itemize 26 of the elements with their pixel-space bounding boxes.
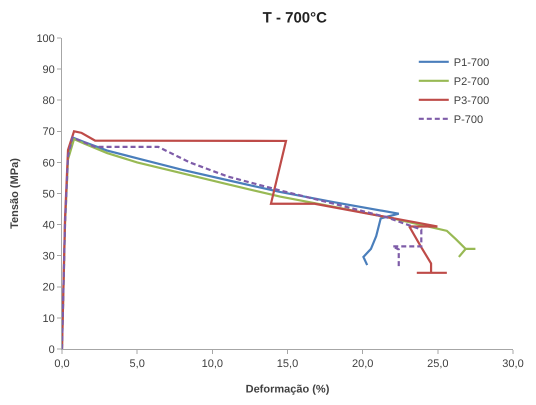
x-tick-label: 30,0 bbox=[502, 358, 524, 370]
legend-label: P1-700 bbox=[454, 57, 490, 70]
y-tick-label: 30 bbox=[42, 250, 55, 263]
x-axis-title: Deformação (%) bbox=[246, 383, 330, 396]
chart-title: T - 700°C bbox=[262, 10, 328, 27]
y-tick-label: 60 bbox=[42, 157, 55, 170]
x-tick-label: 15,0 bbox=[276, 358, 298, 370]
y-tick-label: 100 bbox=[36, 32, 55, 45]
line-series bbox=[66, 136, 400, 266]
legend-label: P2-700 bbox=[454, 76, 490, 88]
y-tick-label: 40 bbox=[42, 219, 55, 232]
y-tick-label: 80 bbox=[42, 95, 55, 108]
x-tick-label: 10,0 bbox=[202, 358, 224, 370]
x-tick-label: 25,0 bbox=[427, 358, 449, 370]
y-tick-label: 70 bbox=[42, 126, 55, 138]
legend-label: P3-700 bbox=[454, 95, 490, 108]
y-tick-label: 90 bbox=[42, 64, 55, 76]
y-tick-label: 0 bbox=[48, 344, 55, 356]
legend-label: P-700 bbox=[454, 114, 484, 126]
y-axis-title: Tensão (MPa) bbox=[9, 158, 22, 229]
x-tick-label: 0,0 bbox=[54, 358, 70, 370]
x-tick-label: 20,0 bbox=[352, 358, 374, 370]
y-tick-label: 10 bbox=[42, 312, 55, 325]
y-tick-label: 50 bbox=[42, 188, 55, 200]
y-tick-label: 20 bbox=[42, 282, 55, 294]
x-tick-label: 5,0 bbox=[130, 358, 145, 370]
